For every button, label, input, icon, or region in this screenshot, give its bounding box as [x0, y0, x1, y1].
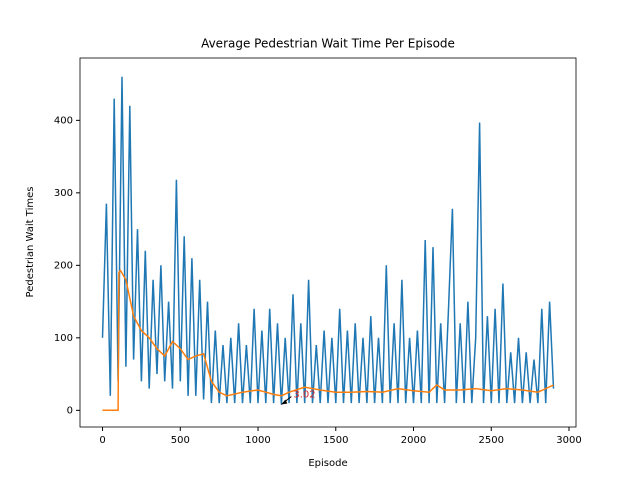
line-series	[101, 76, 555, 405]
x-tick-label: 0	[99, 435, 105, 446]
annotation-arrowhead	[281, 399, 288, 405]
x-tick-label: 500	[171, 435, 190, 446]
x-tick-label: 2000	[401, 435, 426, 446]
line-series	[102, 268, 554, 412]
y-tick-label: 100	[54, 333, 73, 344]
chart-title: Average Pedestrian Wait Time Per Episode	[201, 37, 455, 51]
y-tick-label: 200	[54, 260, 73, 271]
x-tick-label: 3000	[556, 435, 581, 446]
x-tick-label: 1500	[323, 435, 348, 446]
x-tick-label: 1000	[245, 435, 270, 446]
y-tick-label: 0	[67, 405, 73, 416]
y-tick-label: 400	[54, 115, 73, 126]
x-tick-label: 2500	[479, 435, 504, 446]
y-axis-label: Pedestrian Wait Times	[25, 187, 36, 298]
plot-frame	[79, 57, 577, 428]
annotation-text: 3.02	[293, 390, 315, 401]
x-axis-label: Episode	[308, 458, 347, 469]
y-tick-label: 300	[54, 188, 73, 199]
